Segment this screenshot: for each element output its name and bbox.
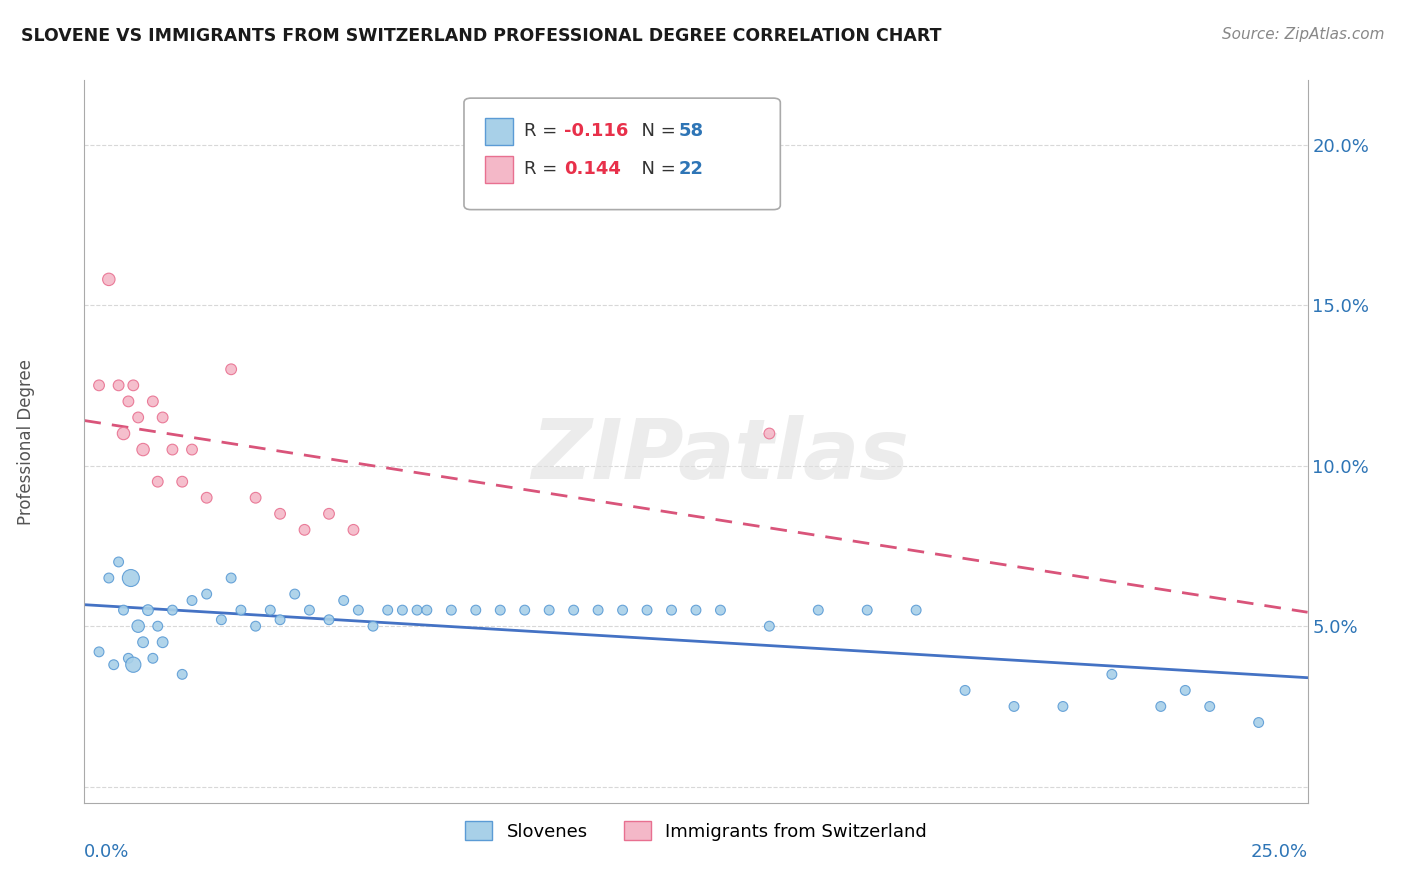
Point bbox=[107, 378, 129, 392]
Point bbox=[132, 635, 155, 649]
Point bbox=[245, 619, 267, 633]
Point bbox=[181, 442, 204, 457]
Point bbox=[489, 603, 512, 617]
Point bbox=[181, 593, 204, 607]
Point bbox=[219, 362, 242, 376]
Point bbox=[117, 651, 139, 665]
Point bbox=[953, 683, 976, 698]
Point bbox=[162, 603, 184, 617]
Point bbox=[97, 272, 120, 286]
Point bbox=[127, 619, 149, 633]
Point bbox=[332, 593, 354, 607]
Point bbox=[112, 426, 135, 441]
Point bbox=[122, 378, 145, 392]
Point bbox=[377, 603, 399, 617]
Point bbox=[709, 603, 731, 617]
Point bbox=[142, 651, 165, 665]
Point bbox=[440, 603, 463, 617]
Point bbox=[464, 603, 486, 617]
Point bbox=[1002, 699, 1025, 714]
Point bbox=[1174, 683, 1197, 698]
Point bbox=[294, 523, 316, 537]
Point bbox=[219, 571, 242, 585]
Point bbox=[103, 657, 125, 672]
Point bbox=[758, 426, 780, 441]
Point bbox=[661, 603, 683, 617]
Point bbox=[298, 603, 321, 617]
Point bbox=[195, 491, 218, 505]
Text: -0.116: -0.116 bbox=[564, 122, 628, 140]
Point bbox=[284, 587, 307, 601]
Point bbox=[269, 613, 291, 627]
Point bbox=[856, 603, 879, 617]
Point bbox=[342, 523, 364, 537]
Text: ZIPatlas: ZIPatlas bbox=[531, 416, 910, 497]
Point bbox=[269, 507, 291, 521]
Text: N =: N = bbox=[630, 161, 682, 178]
Point bbox=[538, 603, 561, 617]
Text: Professional Degree: Professional Degree bbox=[17, 359, 35, 524]
Text: 22: 22 bbox=[679, 161, 704, 178]
Point bbox=[259, 603, 281, 617]
Point bbox=[172, 667, 194, 681]
Point bbox=[132, 442, 155, 457]
Text: 0.0%: 0.0% bbox=[84, 843, 129, 861]
Point bbox=[318, 613, 340, 627]
Point bbox=[152, 635, 174, 649]
Point bbox=[1052, 699, 1074, 714]
Point bbox=[209, 613, 232, 627]
Point bbox=[146, 475, 169, 489]
Point bbox=[318, 507, 340, 521]
Text: N =: N = bbox=[630, 122, 682, 140]
Point bbox=[807, 603, 830, 617]
Point bbox=[586, 603, 609, 617]
Point bbox=[172, 475, 194, 489]
Text: 58: 58 bbox=[679, 122, 704, 140]
Point bbox=[361, 619, 384, 633]
Point bbox=[112, 603, 135, 617]
Point bbox=[406, 603, 429, 617]
Point bbox=[562, 603, 585, 617]
Text: SLOVENE VS IMMIGRANTS FROM SWITZERLAND PROFESSIONAL DEGREE CORRELATION CHART: SLOVENE VS IMMIGRANTS FROM SWITZERLAND P… bbox=[21, 27, 942, 45]
Text: R =: R = bbox=[524, 122, 564, 140]
Point bbox=[1101, 667, 1123, 681]
Point bbox=[142, 394, 165, 409]
Point bbox=[1150, 699, 1173, 714]
Point bbox=[1247, 715, 1270, 730]
Point bbox=[162, 442, 184, 457]
Point bbox=[229, 603, 252, 617]
Point bbox=[195, 587, 218, 601]
Point bbox=[636, 603, 658, 617]
Point bbox=[87, 645, 110, 659]
Point bbox=[513, 603, 536, 617]
Point bbox=[416, 603, 439, 617]
Text: 25.0%: 25.0% bbox=[1250, 843, 1308, 861]
Point bbox=[120, 571, 142, 585]
Point bbox=[612, 603, 634, 617]
Point bbox=[122, 657, 145, 672]
Point bbox=[152, 410, 174, 425]
Point bbox=[87, 378, 110, 392]
Legend: Slovenes, Immigrants from Switzerland: Slovenes, Immigrants from Switzerland bbox=[458, 814, 934, 848]
Point bbox=[347, 603, 370, 617]
Point bbox=[905, 603, 928, 617]
Point bbox=[685, 603, 707, 617]
Point bbox=[97, 571, 120, 585]
Text: Source: ZipAtlas.com: Source: ZipAtlas.com bbox=[1222, 27, 1385, 42]
Point bbox=[136, 603, 159, 617]
Point bbox=[107, 555, 129, 569]
Point bbox=[117, 394, 139, 409]
Point bbox=[758, 619, 780, 633]
Point bbox=[127, 410, 149, 425]
Text: 0.144: 0.144 bbox=[564, 161, 620, 178]
Point bbox=[146, 619, 169, 633]
Point bbox=[245, 491, 267, 505]
Text: R =: R = bbox=[524, 161, 564, 178]
Point bbox=[391, 603, 413, 617]
Point bbox=[1198, 699, 1220, 714]
